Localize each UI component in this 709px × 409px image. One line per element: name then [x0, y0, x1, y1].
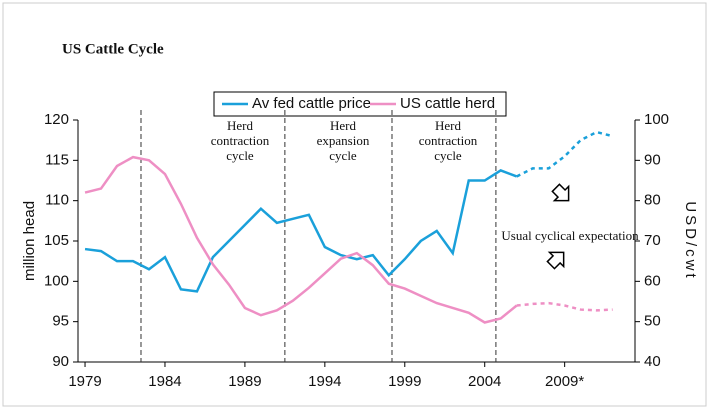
- x-tick-label: 1984: [148, 373, 181, 390]
- series-line-projection: [516, 301, 613, 312]
- x-tick-label: 2009*: [545, 373, 584, 390]
- legend-label: Av fed cattle price: [252, 95, 371, 112]
- y2-axis-label: USD/cwt: [682, 201, 699, 280]
- y-tick-label: 115: [45, 151, 69, 168]
- y-tick-label: 120: [44, 111, 69, 128]
- legend-label: US cattle herd: [400, 95, 495, 112]
- annotation: contraction: [211, 133, 270, 148]
- annotation: expansion: [317, 133, 370, 148]
- y-tick-label: 95: [52, 313, 69, 330]
- annotation: Herd: [435, 118, 461, 133]
- annotation: cycle: [226, 148, 254, 163]
- y2-tick-label: 60: [644, 272, 661, 289]
- y2-tick-label: 80: [644, 192, 661, 209]
- x-tick-label: 1999: [388, 373, 421, 390]
- y2-tick-label: 70: [644, 232, 661, 249]
- series-line-projection: [516, 130, 613, 178]
- x-tick-label: 2004: [468, 373, 501, 390]
- annotation: cycle: [329, 148, 357, 163]
- y-tick-label: 105: [44, 232, 69, 249]
- x-tick-label: 1994: [308, 373, 341, 390]
- series-line: [84, 169, 518, 293]
- annotation: Usual cyclical expectation: [501, 228, 639, 243]
- y2-tick-label: 50: [644, 313, 661, 330]
- y2-tick-label: 40: [644, 353, 661, 370]
- y2-tick-label: 90: [644, 151, 661, 168]
- x-tick-label: 1989: [228, 373, 261, 390]
- x-tick-label: 1979: [68, 373, 101, 390]
- y-axis-label: million head: [21, 201, 38, 281]
- legend: [213, 91, 507, 117]
- y-tick-label: 100: [44, 272, 69, 289]
- y-tick-label: 90: [52, 353, 69, 370]
- annotation: Herd: [227, 118, 253, 133]
- arrow-up: [546, 251, 565, 270]
- y2-tick-label: 100: [644, 111, 669, 128]
- chart-title: US Cattle Cycle: [62, 41, 164, 57]
- annotation: Herd: [330, 118, 356, 133]
- y-tick-label: 110: [45, 192, 69, 209]
- arrow-down: [551, 183, 570, 202]
- annotation: cycle: [434, 148, 462, 163]
- annotation: contraction: [419, 133, 478, 148]
- series-line: [84, 155, 518, 324]
